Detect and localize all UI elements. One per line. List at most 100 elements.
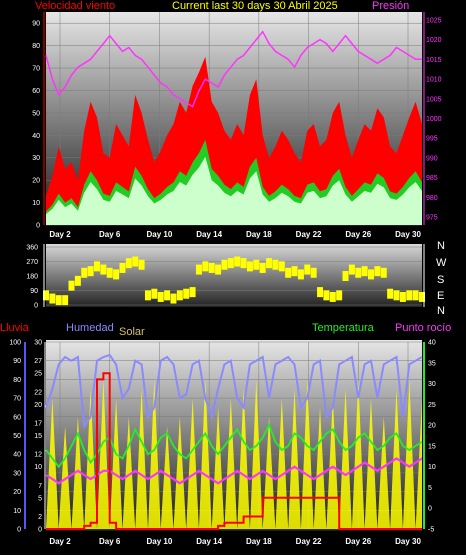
x-tick-label: Day 26 (345, 230, 371, 239)
y-right-tick-label: 975 (426, 215, 438, 222)
compass-w: W (436, 257, 447, 269)
direction-point (227, 258, 234, 269)
rain-tick-label: 15 (34, 433, 42, 440)
direction-point (253, 259, 260, 270)
direction-point (240, 258, 247, 269)
y-tick-label: 60 (32, 88, 40, 95)
direction-point (62, 295, 69, 306)
x-tick-label: Day 6 (99, 230, 121, 239)
y-tick-label: 360 (26, 245, 38, 252)
x-tick-label: Day 14 (196, 537, 222, 546)
compass-e: E (437, 290, 444, 302)
temperature-tick-label: 15 (428, 443, 436, 450)
rain-tick-label: 27 (34, 358, 42, 365)
y-right-tick-label: 990 (426, 155, 438, 162)
x-tick-label: Day 10 (147, 537, 173, 546)
rain-tick-label: 17 (34, 421, 42, 428)
y-tick-label: 10 (32, 200, 40, 207)
x-tick-label: Day 6 (99, 537, 121, 546)
humidity-tick-label: 0 (17, 527, 21, 534)
direction-point (323, 290, 330, 301)
wind-min-area (46, 156, 422, 225)
x-tick-label: Day 10 (147, 230, 173, 239)
direction-point (355, 267, 362, 278)
direction-point (336, 290, 343, 301)
y-right-tick-label: 1010 (426, 77, 442, 84)
temperature-line (45, 422, 423, 469)
y-tick-label: 0 (34, 303, 38, 310)
direction-point (412, 290, 419, 301)
humidity-tick-label: 60 (13, 414, 21, 421)
direction-point (399, 291, 406, 302)
humidity-tick-label: 40 (13, 452, 21, 459)
y-right-tick-label: 980 (426, 195, 438, 202)
temperature-tick-label: 10 (428, 464, 436, 471)
humidity-label: Humedad (66, 322, 114, 334)
direction-point (317, 287, 324, 298)
humidity-tick-label: 20 (13, 489, 21, 496)
solar-area (46, 379, 422, 529)
y-tick-label: 0 (36, 223, 40, 230)
x-tick-label: Day 22 (296, 230, 322, 239)
humidity-tick-label: 30 (13, 470, 21, 477)
y-tick-label: 70 (32, 66, 40, 73)
y-tick-label: 40 (32, 133, 40, 140)
direction-point (272, 259, 279, 270)
pressure-title: Presión (372, 0, 409, 12)
direction-point (195, 264, 202, 275)
direction-point (176, 290, 183, 301)
direction-point (380, 267, 387, 278)
y-right-tick-label: 985 (426, 175, 438, 182)
direction-point (157, 291, 164, 302)
direction-point (100, 264, 107, 275)
humidity-tick-label: 10 (13, 508, 21, 515)
rain-tick-label: 20 (34, 402, 42, 409)
direction-point (74, 275, 81, 286)
direction-point (234, 256, 241, 267)
x-tick-label: Day 22 (296, 537, 322, 546)
x-tick-label: Day 2 (49, 230, 71, 239)
temperature-tick-label: -5 (428, 527, 434, 534)
temperature-tick-label: 25 (428, 402, 436, 409)
humidity-tick-label: 80 (13, 377, 21, 384)
rain-tick-label: 30 (34, 340, 42, 347)
rain-tick-label: 25 (34, 371, 42, 378)
dewpoint-line (45, 457, 423, 485)
direction-point (419, 291, 425, 302)
compass-n-top: N (437, 240, 445, 252)
direction-point (406, 290, 413, 301)
y-tick-label: 30 (32, 155, 40, 162)
x-tick-label: Day 18 (246, 537, 272, 546)
rain-tick-label: 7 (38, 483, 42, 490)
solar-label: Solar (119, 326, 145, 338)
compass-n-bottom: N (437, 305, 445, 317)
direction-point (144, 290, 151, 301)
y-right-tick-label: 995 (426, 136, 438, 143)
humidity-tick-label: 90 (13, 358, 21, 365)
direction-point (43, 290, 49, 301)
direction-point (151, 288, 158, 299)
rain-tick-label: 22 (34, 389, 42, 396)
direction-point (106, 267, 113, 278)
direction-point (304, 264, 311, 275)
temperature-tick-label: 35 (428, 360, 436, 367)
direction-point (291, 266, 298, 277)
direction-point (81, 267, 88, 278)
direction-point (329, 291, 336, 302)
direction-point (125, 258, 132, 269)
direction-point (297, 269, 304, 280)
humidity-tick-label: 70 (13, 396, 21, 403)
direction-point (87, 266, 94, 277)
y-right-tick-label: 1015 (426, 57, 442, 64)
x-tick-label: Day 18 (246, 230, 272, 239)
dewpoint-label: Punto rocío (395, 322, 451, 334)
pressure-line (45, 30, 422, 108)
direction-point (189, 287, 196, 298)
temperature-tick-label: 5 (428, 485, 432, 492)
direction-point (138, 259, 145, 270)
temperature-tick-label: 0 (428, 506, 432, 513)
x-tick-label: Day 26 (345, 537, 371, 546)
x-tick-label: Day 14 (196, 230, 222, 239)
